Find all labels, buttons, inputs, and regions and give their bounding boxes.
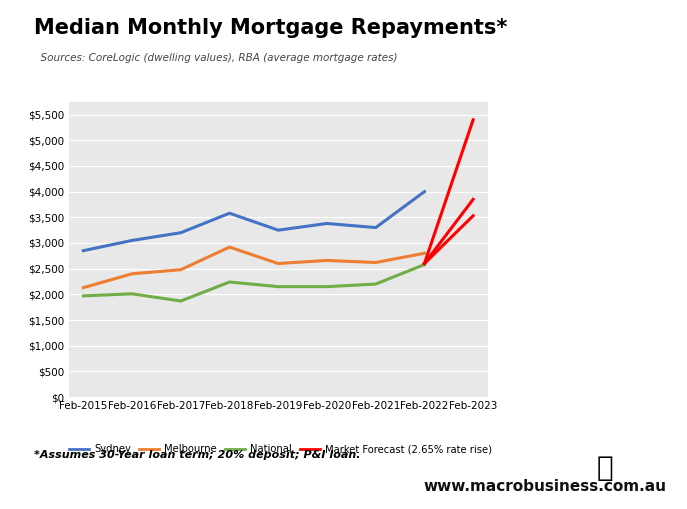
- Text: Median Monthly Mortgage Repayments*: Median Monthly Mortgage Repayments*: [34, 18, 508, 38]
- Text: www.macrobusiness.com.au: www.macrobusiness.com.au: [423, 479, 666, 494]
- Text: Sources: CoreLogic (dwelling values), RBA (average mortgage rates): Sources: CoreLogic (dwelling values), RB…: [34, 53, 398, 64]
- Text: MACRO: MACRO: [546, 24, 632, 44]
- Text: 🐺: 🐺: [596, 454, 613, 483]
- Text: BUSINESS: BUSINESS: [544, 51, 634, 69]
- Text: *Assumes 30-Year loan term; 20% deposit; P&I loan.: *Assumes 30-Year loan term; 20% deposit;…: [34, 450, 361, 461]
- Legend: Sydney, Melbourne, National, Market Forecast (2.65% rate rise): Sydney, Melbourne, National, Market Fore…: [65, 440, 496, 459]
